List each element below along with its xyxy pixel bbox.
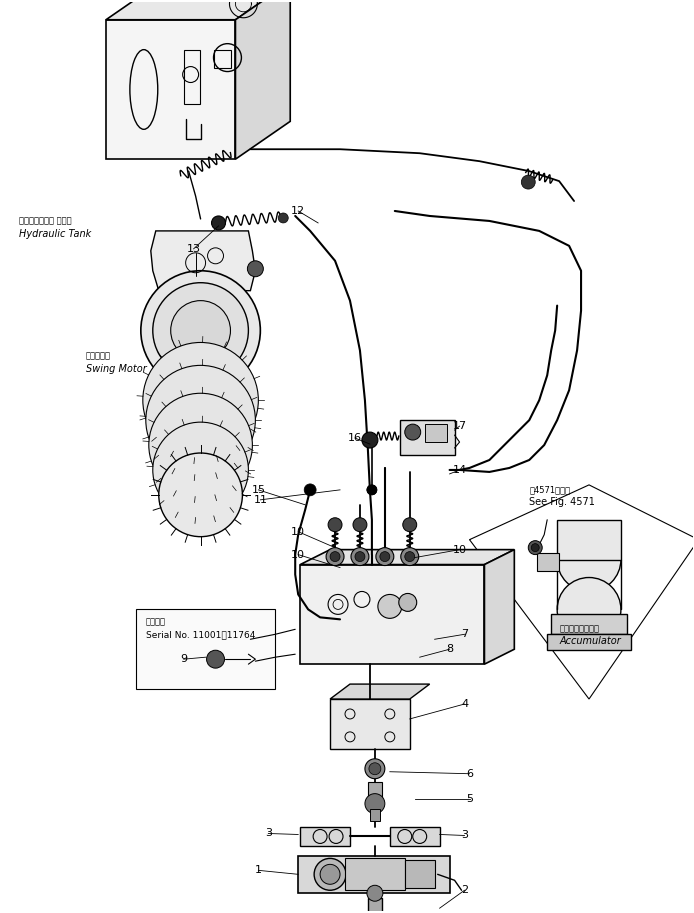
Bar <box>184 49 200 104</box>
Circle shape <box>367 485 377 495</box>
Bar <box>390 826 439 846</box>
Circle shape <box>376 548 393 565</box>
Circle shape <box>207 650 224 668</box>
Circle shape <box>399 593 416 612</box>
Text: 10: 10 <box>291 527 305 537</box>
Text: 8: 8 <box>446 645 453 655</box>
Circle shape <box>171 300 230 361</box>
Circle shape <box>557 528 621 592</box>
Circle shape <box>326 548 344 565</box>
Bar <box>301 826 350 846</box>
Text: 15: 15 <box>251 485 265 495</box>
Circle shape <box>362 432 378 448</box>
Text: 5: 5 <box>466 793 473 803</box>
Circle shape <box>278 213 288 223</box>
Circle shape <box>330 551 340 561</box>
Text: 14: 14 <box>452 465 466 475</box>
Text: 6: 6 <box>466 769 473 779</box>
Circle shape <box>212 216 226 230</box>
Text: Hydraulic Tank: Hydraulic Tank <box>19 229 92 239</box>
Circle shape <box>367 485 377 495</box>
Bar <box>368 782 382 800</box>
Polygon shape <box>330 684 430 699</box>
Circle shape <box>153 422 248 518</box>
Circle shape <box>532 543 539 551</box>
Text: ハイドロリック タンク: ハイドロリック タンク <box>19 216 72 225</box>
Text: 10: 10 <box>452 545 466 554</box>
Text: Accumulator: Accumulator <box>559 636 621 646</box>
Circle shape <box>365 793 385 813</box>
Circle shape <box>365 759 385 779</box>
Bar <box>370 809 380 821</box>
Text: 12: 12 <box>291 206 305 216</box>
Circle shape <box>149 394 253 497</box>
Circle shape <box>367 886 383 901</box>
Bar <box>557 519 621 560</box>
Circle shape <box>159 453 242 537</box>
Circle shape <box>247 261 263 277</box>
Text: アキュームレータ: アキュームレータ <box>559 624 599 634</box>
Text: 4: 4 <box>461 699 468 709</box>
Text: 9: 9 <box>180 655 187 664</box>
Polygon shape <box>484 550 514 664</box>
Bar <box>425 425 447 442</box>
Bar <box>405 860 434 888</box>
Circle shape <box>153 283 248 378</box>
Circle shape <box>314 858 346 890</box>
Bar <box>547 635 631 650</box>
Bar <box>136 609 276 689</box>
Circle shape <box>405 425 421 440</box>
Circle shape <box>141 271 260 390</box>
Circle shape <box>304 484 316 496</box>
Circle shape <box>400 548 418 565</box>
Text: 1: 1 <box>255 866 262 876</box>
Polygon shape <box>298 856 450 893</box>
Polygon shape <box>106 20 235 159</box>
Bar <box>537 552 559 571</box>
Text: 11: 11 <box>253 495 267 505</box>
Text: 3: 3 <box>461 831 468 841</box>
Text: 適用号等: 適用号等 <box>146 617 166 626</box>
Polygon shape <box>330 699 409 749</box>
Circle shape <box>328 518 342 531</box>
Circle shape <box>528 540 542 554</box>
Text: Serial No. 11001～11764: Serial No. 11001～11764 <box>146 630 255 639</box>
Text: 13: 13 <box>187 244 201 254</box>
Text: 17: 17 <box>452 421 466 431</box>
Circle shape <box>557 578 621 641</box>
Circle shape <box>143 342 258 458</box>
Text: 16: 16 <box>348 433 362 443</box>
Circle shape <box>146 365 255 475</box>
Circle shape <box>405 551 415 561</box>
Circle shape <box>403 518 416 531</box>
Text: 10: 10 <box>291 550 305 560</box>
Circle shape <box>355 551 365 561</box>
Text: 第4571図参照: 第4571図参照 <box>530 486 570 494</box>
Circle shape <box>521 175 535 189</box>
Polygon shape <box>106 0 290 20</box>
Text: Swing Motor: Swing Motor <box>86 364 147 374</box>
Text: See Fig. 4571: See Fig. 4571 <box>530 497 595 507</box>
Circle shape <box>378 594 402 618</box>
Text: 3: 3 <box>265 828 272 838</box>
Text: 2: 2 <box>461 886 468 896</box>
Bar <box>345 858 405 890</box>
Circle shape <box>353 518 367 531</box>
Circle shape <box>380 551 390 561</box>
Polygon shape <box>301 564 484 664</box>
Circle shape <box>320 865 340 885</box>
Bar <box>400 420 455 455</box>
Polygon shape <box>301 550 514 564</box>
Bar <box>214 49 232 68</box>
Circle shape <box>369 762 381 775</box>
Text: 7: 7 <box>461 629 468 639</box>
Bar <box>368 898 382 913</box>
Polygon shape <box>151 231 255 290</box>
Circle shape <box>351 548 369 565</box>
Text: 旋回モータ: 旋回モータ <box>86 351 111 360</box>
Polygon shape <box>235 0 290 159</box>
Bar <box>551 614 627 635</box>
